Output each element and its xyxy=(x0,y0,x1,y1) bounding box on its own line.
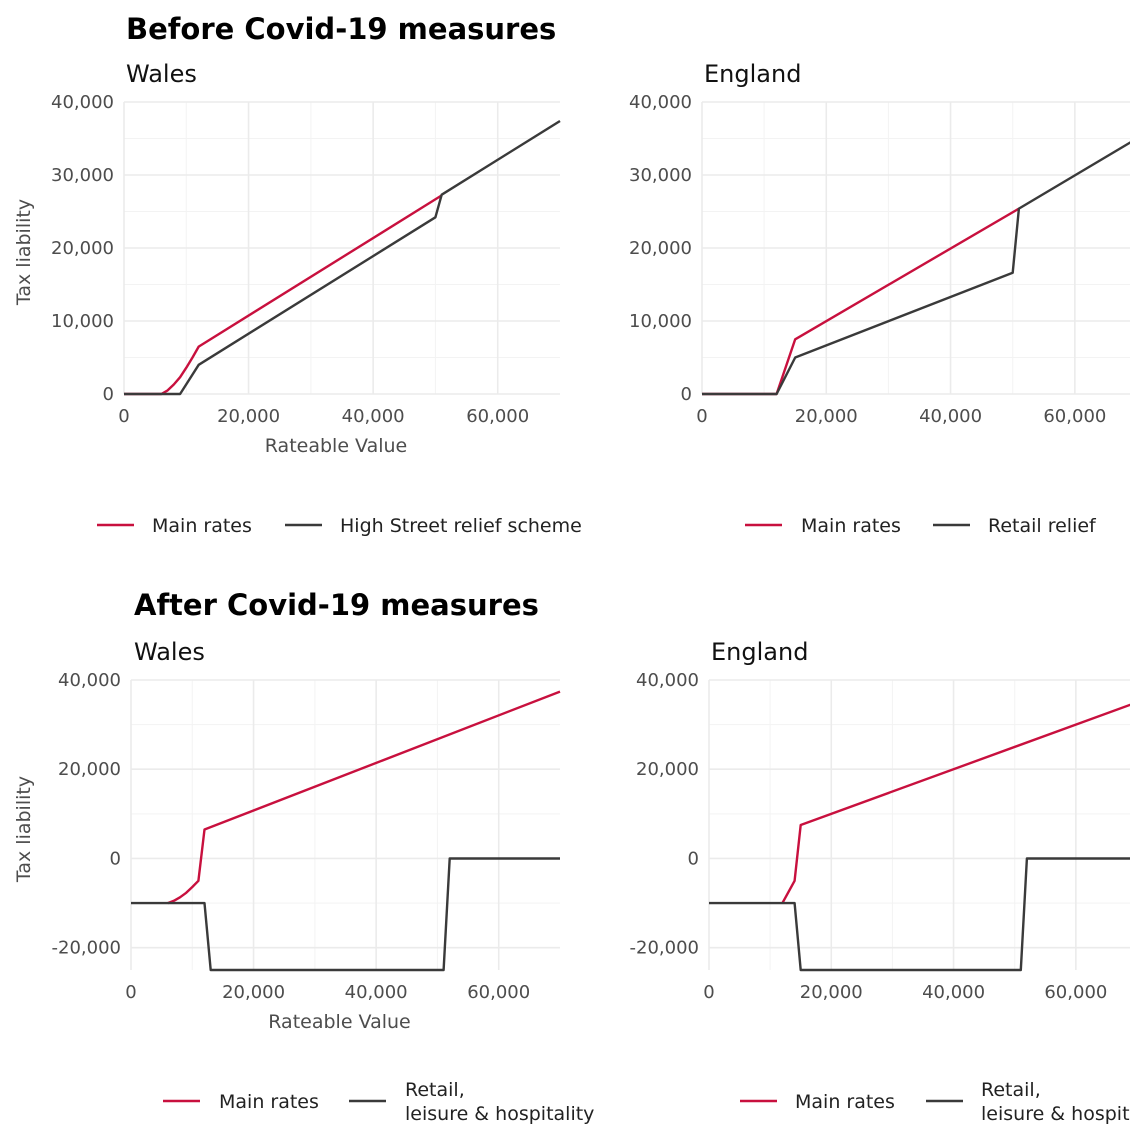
y-tick-label: 40,000 xyxy=(58,670,121,691)
x-tick-label: 0 xyxy=(703,982,714,1003)
y-tick-label: -20,000 xyxy=(630,938,699,959)
y-tick-label: 40,000 xyxy=(636,670,699,691)
series-line xyxy=(124,119,561,396)
series-line xyxy=(781,703,1130,904)
x-tick-label: 60,000 xyxy=(1043,406,1106,427)
y-tick-label: 0 xyxy=(103,384,114,405)
legend-label: leisure & hospitality xyxy=(405,1103,594,1125)
panel-title: Wales xyxy=(126,60,197,88)
legend-label: High Street relief scheme xyxy=(340,515,582,537)
legend-label: Main rates xyxy=(152,515,252,537)
y-tick-label: 0 xyxy=(110,848,121,869)
legend-label: Retail relief xyxy=(988,515,1097,537)
y-tick-label: 20,000 xyxy=(629,238,692,259)
x-tick-label: 0 xyxy=(696,406,707,427)
section-title-before: Before Covid-19 measures xyxy=(126,12,556,46)
section-title-after: After Covid-19 measures xyxy=(134,588,539,622)
series-line xyxy=(702,141,1130,396)
y-tick-label: 20,000 xyxy=(51,238,114,259)
x-tick-label: 40,000 xyxy=(342,406,405,427)
chart-panel-0: 0 20,000 40,000 60,000 0 10,000 20,000 30,000 40… xyxy=(13,60,582,537)
x-tick-label: 20,000 xyxy=(795,406,858,427)
x-axis-label: Rateable Value xyxy=(265,435,407,457)
y-tick-label: 40,000 xyxy=(629,92,692,113)
series-line xyxy=(131,857,560,972)
chart-panel-1: 0 20,000 40,000 60,000 0 10,000 20,000 30,000 40… xyxy=(629,60,1130,537)
x-tick-label: 60,000 xyxy=(467,982,530,1003)
series-line xyxy=(124,194,443,396)
legend-label: Main rates xyxy=(219,1091,319,1113)
legend-label: Main rates xyxy=(795,1091,895,1113)
legend-label: leisure & hospitality xyxy=(981,1103,1130,1125)
x-tick-label: 40,000 xyxy=(919,406,982,427)
chart-panel-2: 0 20,000 40,000 60,000 -20,000 0 20,000 40,000 W… xyxy=(13,638,594,1125)
x-tick-label: 20,000 xyxy=(217,406,280,427)
x-tick-label: 40,000 xyxy=(922,982,985,1003)
y-tick-label: 40,000 xyxy=(51,92,114,113)
y-tick-label: -20,000 xyxy=(52,938,121,959)
y-tick-label: 10,000 xyxy=(629,311,692,332)
panel-title: England xyxy=(704,60,801,88)
y-tick-label: 0 xyxy=(688,848,699,869)
series-line xyxy=(709,857,1130,972)
x-tick-label: 40,000 xyxy=(345,982,408,1003)
chart-panel-3: 0 20,000 40,000 60,000 -20,000 0 20,000 40,000 E… xyxy=(630,638,1130,1125)
x-tick-label: 60,000 xyxy=(1044,982,1107,1003)
y-tick-label: 20,000 xyxy=(58,759,121,780)
series-line xyxy=(702,207,1020,396)
y-tick-label: 10,000 xyxy=(51,311,114,332)
x-tick-label: 60,000 xyxy=(466,406,529,427)
legend-label: Retail, xyxy=(405,1079,465,1101)
legend-label: Retail, xyxy=(981,1079,1041,1101)
panel-title: England xyxy=(711,638,808,666)
panel-title: Wales xyxy=(134,638,205,666)
x-tick-label: 0 xyxy=(118,406,129,427)
y-axis-label: Tax liability xyxy=(13,199,35,306)
y-tick-label: 0 xyxy=(681,384,692,405)
x-tick-label: 0 xyxy=(125,982,136,1003)
series-line xyxy=(167,690,561,905)
y-tick-label: 20,000 xyxy=(636,759,699,780)
x-tick-label: 20,000 xyxy=(222,982,285,1003)
y-tick-label: 30,000 xyxy=(51,165,114,186)
legend-label: Main rates xyxy=(801,515,901,537)
x-axis-label: Rateable Value xyxy=(268,1011,410,1033)
y-tick-label: 30,000 xyxy=(629,165,692,186)
y-axis-label: Tax liability xyxy=(13,776,35,883)
x-tick-label: 20,000 xyxy=(800,982,863,1003)
